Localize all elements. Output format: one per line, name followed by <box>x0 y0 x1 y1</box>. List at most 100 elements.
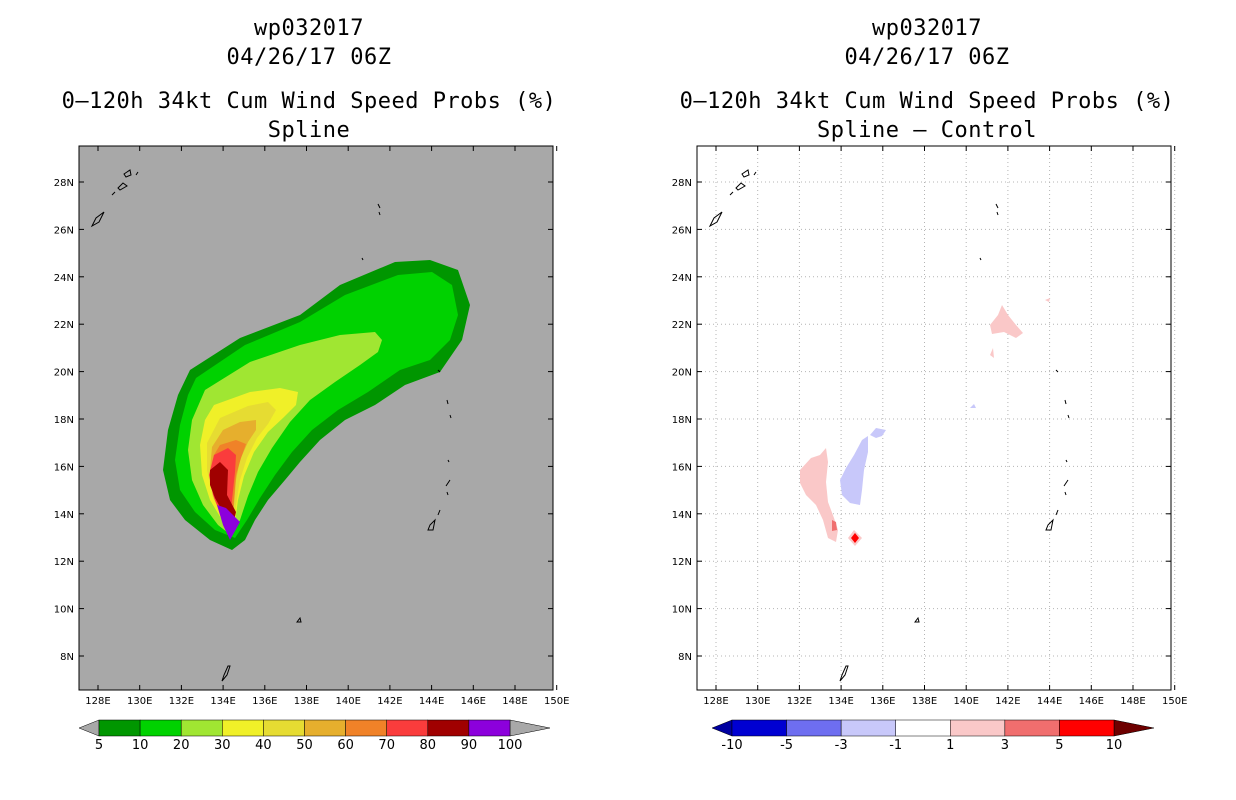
colorbar-swatch <box>427 719 470 737</box>
colorbar-swatch <box>840 719 896 737</box>
diff-negative-1b <box>870 428 886 438</box>
lon-label: 128E <box>703 696 728 707</box>
probability-contours <box>163 260 470 550</box>
lon-label: 134E <box>828 696 853 707</box>
lat-label: 22N <box>672 320 692 331</box>
product-title-diff: 0–120h 34kt Cum Wind Speed Probs (%) <box>679 89 1175 114</box>
lat-label: 14N <box>672 510 692 521</box>
lat-label: 24N <box>54 273 74 284</box>
lon-label: 146E <box>461 696 486 707</box>
colorbar-over-triangle <box>509 719 551 737</box>
colorbar-under-triangle <box>711 719 733 737</box>
colorbar-label: -10 <box>721 738 742 753</box>
lat-label: 20N <box>54 368 74 379</box>
colorbar-swatch <box>895 719 951 737</box>
lat-label: 8N <box>678 652 692 663</box>
coastlines <box>90 169 452 682</box>
lat-label: 26N <box>54 225 74 236</box>
colorbar-label: 50 <box>296 738 313 753</box>
lon-label: 130E <box>127 696 152 707</box>
colorbar-label: 10 <box>1106 738 1123 753</box>
diff-positive-1 <box>800 448 838 542</box>
difference-colorbar: -10 -5 -3 -1 1 3 5 10 <box>711 719 1155 753</box>
lat-label: 28N <box>54 178 74 189</box>
colorbar-label: 5 <box>95 738 103 753</box>
colorbar-label: 80 <box>420 738 437 753</box>
lat-label: 10N <box>54 605 74 616</box>
lon-label: 134E <box>210 696 235 707</box>
probability-map: 128E 130E 132E 134E 136E 138E 140E 142E 144E 146E… <box>54 145 569 753</box>
diff-negative-1c <box>970 404 976 408</box>
colorbar-over-triangle <box>1113 719 1155 737</box>
colorbar-swatch <box>263 719 305 737</box>
colorbar-label: 90 <box>461 738 478 753</box>
contour-90 <box>217 505 240 540</box>
lon-label: 142E <box>995 696 1020 707</box>
lat-label: 20N <box>672 368 692 379</box>
axis-ticks-diff: 128E 130E 132E 134E 136E 138E 140E 142E 144E 146E… <box>672 146 1187 707</box>
colorbar-label: 60 <box>337 738 354 753</box>
storm-id-title-diff: wp032017 <box>872 16 982 41</box>
colorbar-label: 70 <box>378 738 395 753</box>
datetime-title-diff: 04/26/17 06Z <box>844 45 1010 70</box>
map-frame-diff <box>696 145 1172 691</box>
colorbar-swatch <box>1059 719 1115 737</box>
lat-label: 18N <box>672 415 692 426</box>
colorbar-swatch <box>731 719 787 737</box>
diff-negative-1 <box>840 436 868 505</box>
grid-lines <box>697 146 1176 690</box>
coastlines-diff <box>708 169 1070 682</box>
colorbar-swatch <box>786 719 842 737</box>
colorbar-swatch <box>950 719 1006 737</box>
colorbar-label: 5 <box>1055 738 1063 753</box>
axis-ticks: 128E 130E 132E 134E 136E 138E 140E 142E 144E 146E… <box>54 146 569 707</box>
lon-label: 148E <box>502 696 527 707</box>
colorbar-swatch <box>222 719 264 737</box>
colorbar-swatch <box>345 719 387 737</box>
diff-positive-5 <box>851 533 859 543</box>
lat-label: 22N <box>54 320 74 331</box>
colorbar-swatch <box>386 719 429 737</box>
lat-label: 8N <box>60 652 74 663</box>
lon-label: 130E <box>745 696 770 707</box>
lon-label: 136E <box>870 696 895 707</box>
colorbar-label: 10 <box>132 738 149 753</box>
lat-label: 26N <box>672 225 692 236</box>
lon-label: 136E <box>252 696 277 707</box>
product-title: 0–120h 34kt Cum Wind Speed Probs (%) <box>61 89 557 114</box>
difference-contours <box>800 298 1050 546</box>
lon-label: 146E <box>1079 696 1104 707</box>
lon-label: 140E <box>953 696 978 707</box>
right-panel: wp032017 04/26/17 06Z 0–120h 34kt Cum Wi… <box>618 0 1236 800</box>
colorbar-swatch <box>468 719 511 737</box>
colorbar-label: 100 <box>498 738 523 753</box>
lon-label: 132E <box>169 696 194 707</box>
lat-label: 18N <box>54 415 74 426</box>
lon-label: 144E <box>1037 696 1062 707</box>
lat-label: 16N <box>54 462 74 473</box>
lon-label: 128E <box>85 696 110 707</box>
lat-label: 16N <box>672 462 692 473</box>
probability-colorbar: 5 10 20 30 40 50 60 70 80 90 100 <box>78 719 551 753</box>
lat-label: 14N <box>54 510 74 521</box>
colorbar-label: 40 <box>255 738 272 753</box>
colorbar-label: 1 <box>946 738 954 753</box>
lon-label: 138E <box>912 696 937 707</box>
lon-label: 148E <box>1120 696 1145 707</box>
colorbar-label: 30 <box>214 738 231 753</box>
colorbar-swatch <box>1004 719 1060 737</box>
lat-label: 10N <box>672 605 692 616</box>
diff-positive-1e <box>1045 298 1050 302</box>
lon-label: 150E <box>1162 696 1187 707</box>
diff-positive-3a <box>832 520 837 531</box>
map-frame <box>78 145 554 691</box>
lon-label: 150E <box>544 696 569 707</box>
lon-label: 142E <box>377 696 402 707</box>
colorbar-label: -3 <box>835 738 848 753</box>
colorbar-swatch <box>98 719 141 737</box>
colorbar-label: -5 <box>780 738 793 753</box>
diff-positive-1d <box>990 348 994 358</box>
colorbar-label: 20 <box>173 738 190 753</box>
lon-label: 140E <box>335 696 360 707</box>
lon-label: 138E <box>294 696 319 707</box>
